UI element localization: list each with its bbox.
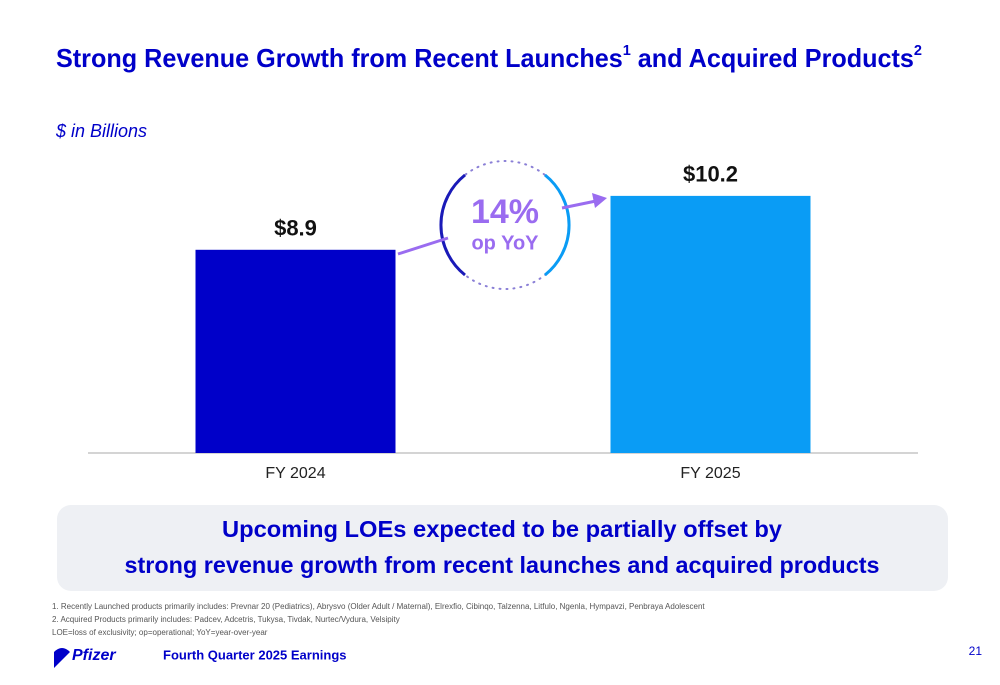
footnote: 2. Acquired Products primarily includes:… (52, 615, 400, 624)
arrow (561, 199, 597, 210)
callout-box (57, 505, 948, 591)
title-superscript: 2 (914, 42, 922, 59)
title-text: Strong Revenue Growth from Recent Launch… (56, 43, 623, 73)
arrow-head (592, 193, 607, 208)
footnote: 1. Recently Launched products primarily … (52, 602, 705, 611)
x-tick-label: FY 2025 (680, 465, 740, 482)
annotation-arc (439, 173, 466, 277)
value-label: $10.2 (683, 162, 738, 187)
x-tick-label: FY 2024 (265, 465, 325, 482)
annotation-text: op YoY (471, 232, 539, 254)
footnote: LOE=loss of exclusivity; op=operational;… (52, 628, 268, 637)
subtitle: $ in Billions (55, 121, 147, 141)
callout-line: Upcoming LOEs expected to be partially o… (222, 516, 782, 542)
annotation-arc (544, 173, 571, 277)
footer-text: Fourth Quarter 2025 Earnings (163, 647, 347, 662)
arrow (397, 236, 449, 256)
title-superscript: 1 (623, 42, 631, 59)
logo-mark (54, 648, 70, 668)
bars: $8.9 FY 2024 $10.2 FY 2025 (195, 162, 811, 482)
title-text: and Acquired Products (631, 43, 914, 73)
annotation-value: 14% (471, 193, 539, 231)
bar (195, 249, 396, 453)
bar (610, 195, 811, 453)
page-number: 21 (969, 644, 983, 658)
slide-title: Strong Revenue Growth from Recent Launch… (56, 42, 922, 73)
logo: Pfizer (72, 647, 116, 664)
value-label: $8.9 (274, 216, 317, 241)
callout-line: strong revenue growth from recent launch… (125, 552, 880, 578)
